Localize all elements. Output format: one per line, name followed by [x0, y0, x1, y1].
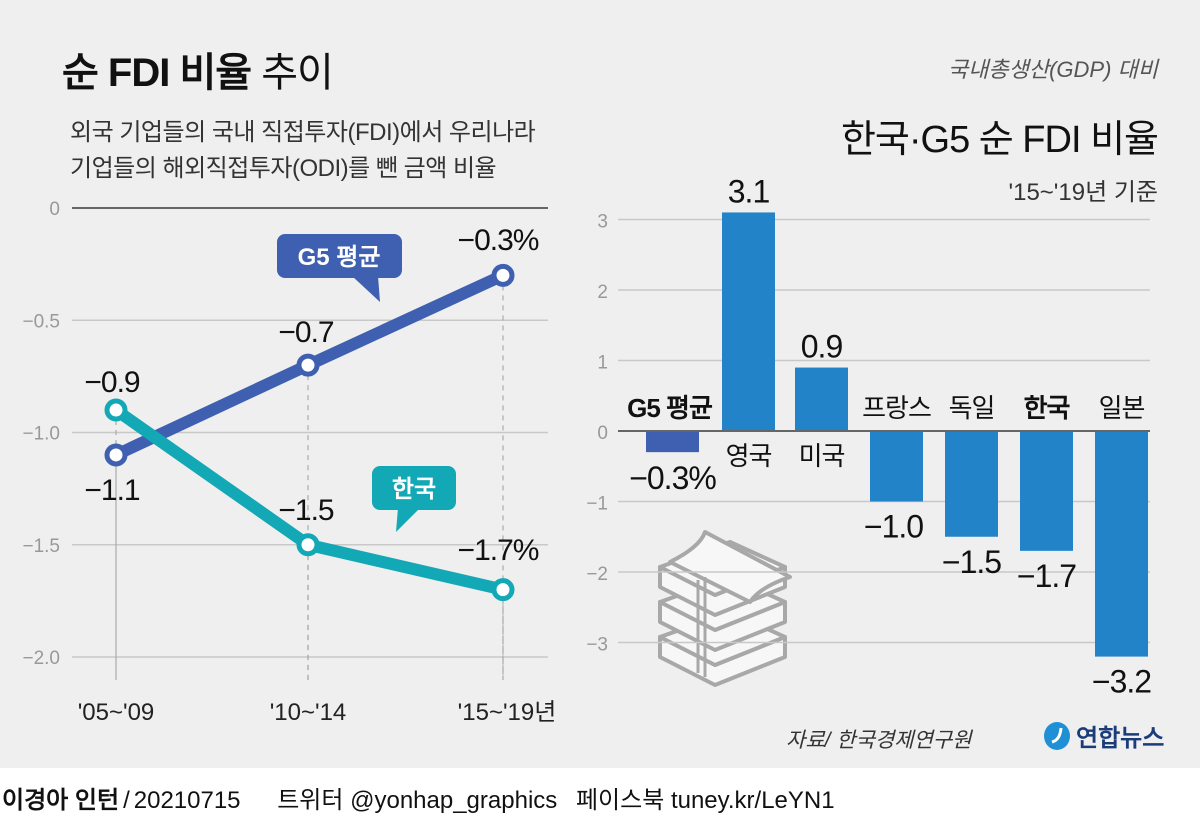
y-tick-label: 0	[597, 423, 608, 444]
data-label-g5: −1.1	[84, 474, 140, 507]
y-tick-label: −1.0	[22, 424, 60, 445]
data-point	[491, 578, 515, 602]
footer-twitter: 트위터 @yonhap_graphics	[277, 787, 558, 814]
line-chart: 0 −0.5 −1.0 −1.5 −2.0 '05~'09 '10~'14 '15~'19년 −…	[22, 199, 556, 726]
data-label-korea: −0.9	[84, 366, 140, 399]
category-label: 독일	[949, 393, 995, 423]
category-label: G5 평균	[627, 393, 713, 423]
x-tick-label: '15~'19년	[458, 699, 557, 726]
footer-facebook: 페이스북 tuney.kr/LeYN1	[575, 787, 835, 814]
y-tick-label: 0	[49, 199, 60, 220]
bar	[1020, 431, 1073, 551]
data-label-g5: −0.7	[278, 316, 334, 349]
title-bold: 순 FDI 비율	[62, 51, 252, 95]
infographic-panel	[0, 0, 1200, 768]
logo-text: 연합뉴스	[1076, 725, 1165, 752]
footer: 이경아 인턴/20210715 트위터 @yonhap_graphics 페이스…	[2, 787, 835, 814]
data-point	[296, 353, 320, 377]
legend-bubble-tail	[352, 276, 380, 302]
value-label: −1.5	[942, 544, 1001, 580]
money-stack-icon	[658, 530, 792, 687]
y-tick-label: −0.5	[22, 311, 60, 332]
data-label-korea: −1.7%	[458, 534, 539, 567]
left-subtitle-line2: 기업들의 해외직접투자(ODI)를 뺀 금액 비율	[70, 155, 497, 182]
footer-author: 이경아 인턴	[2, 787, 120, 814]
category-label: 프랑스	[862, 393, 931, 423]
data-label-korea: −1.5	[278, 494, 334, 527]
y-tick-label: 2	[597, 282, 608, 303]
bar	[722, 212, 775, 431]
bar	[795, 367, 848, 431]
x-tick-label: '10~'14	[270, 699, 347, 726]
footer-date: 20210715	[133, 787, 241, 814]
title-light: 추이	[261, 51, 334, 95]
bar	[1095, 431, 1148, 657]
right-chart-title: 한국·G5 순 FDI 비율	[840, 119, 1159, 161]
value-label: −1.0	[864, 509, 923, 545]
value-label: −1.7	[1017, 558, 1076, 594]
y-tick-label: −1.5	[22, 536, 60, 557]
bar	[945, 431, 998, 537]
category-label: 영국	[726, 441, 772, 471]
category-label: 일본	[1099, 393, 1145, 423]
source-note: 자료/ 한국경제연구원	[786, 729, 972, 752]
data-point	[491, 263, 515, 287]
yonhap-logo: 연합뉴스	[1042, 718, 1164, 753]
y-tick-label: −2	[586, 564, 608, 585]
value-label: −0.3%	[629, 460, 716, 496]
data-label-g5: −0.3%	[458, 224, 539, 257]
left-chart-title: 순 FDI 비율 추이	[62, 40, 334, 98]
y-tick-label: 1	[597, 353, 608, 374]
bar-chart: 3 2 1 0 −1 −2 −3 G5 평균 −0.3% 영국 3.1 미국 0.9 프랑스 −1.0 독일 −…	[586, 173, 1152, 700]
category-label: 한국	[1024, 393, 1071, 423]
data-point	[104, 443, 128, 467]
bar	[646, 431, 699, 453]
legend-label-g5: G5 평균	[298, 244, 381, 271]
y-tick-label: −1	[586, 494, 608, 515]
category-label: 미국	[799, 441, 845, 471]
left-subtitle-line1: 외국 기업들의 국내 직접투자(FDI)에서 우리나라	[70, 119, 536, 146]
charts-svg: 0 −0.5 −1.0 −1.5 −2.0 '05~'09 '10~'14 '15~'19년 −…	[22, 173, 1152, 726]
bar	[870, 431, 923, 502]
y-tick-label: 3	[597, 212, 608, 233]
legend-label-korea: 한국	[392, 476, 436, 503]
legend-bubble-g5	[277, 234, 402, 278]
value-label: −3.2	[1092, 664, 1151, 700]
data-point	[104, 398, 128, 422]
yonhap-logo-icon	[1044, 721, 1070, 750]
legend-bubble-korea	[372, 466, 456, 510]
data-point	[296, 533, 320, 557]
x-tick-label: '05~'09	[78, 699, 155, 726]
y-tick-label: −2.0	[22, 648, 60, 669]
right-unit-note: 국내총생산(GDP) 대비	[947, 57, 1158, 82]
value-label: 3.1	[728, 173, 770, 209]
right-period: '15~'19년 기준	[1008, 179, 1158, 206]
legend-bubble-tail	[396, 508, 420, 532]
y-tick-label: −3	[586, 635, 608, 656]
value-label: 0.9	[801, 329, 843, 365]
